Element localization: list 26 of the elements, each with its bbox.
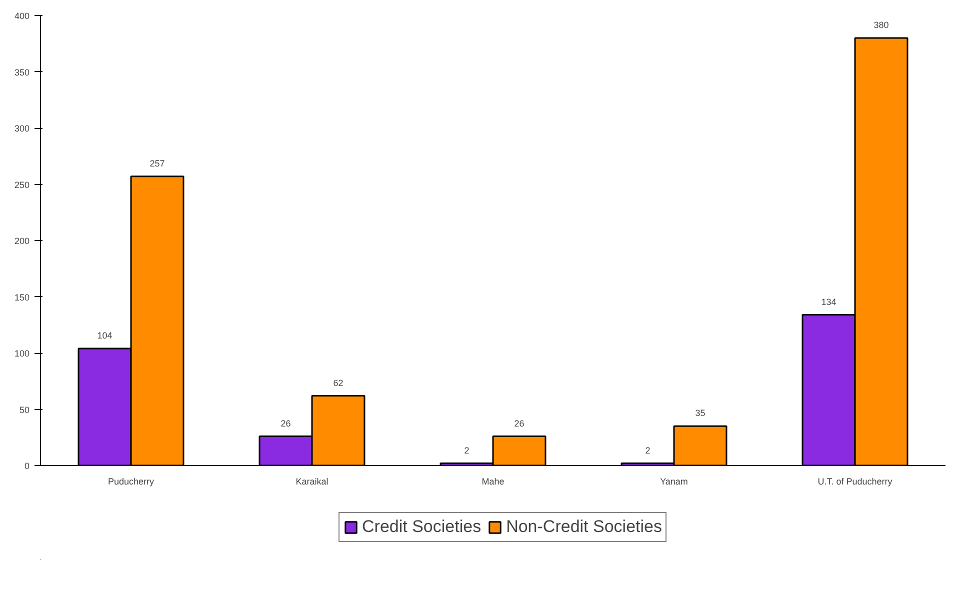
data-label: 35	[695, 408, 706, 418]
data-label: 104	[97, 330, 112, 340]
x-tick-label: Puducherry	[108, 476, 155, 486]
legend-label: Non-Credit Societies	[506, 516, 662, 536]
y-tick-label: 250	[14, 180, 30, 190]
x-tick-label: U.T. of Puducherry	[818, 476, 893, 486]
y-tick-label: 350	[14, 67, 30, 78]
x-tick-label: Yanam	[660, 476, 688, 486]
legend-label: Credit Societies	[362, 516, 482, 536]
y-tick-label: 400	[14, 11, 30, 21]
y-tick-label: 100	[14, 348, 30, 358]
data-label: 2	[464, 445, 470, 456]
y-tick-label: 150	[14, 292, 30, 302]
y-tick-label: 0	[24, 461, 30, 471]
data-label: 62	[333, 378, 344, 388]
y-tick-label: 200	[14, 236, 30, 246]
y-tick-label: 50	[19, 404, 30, 415]
data-label: 26	[280, 418, 291, 428]
data-label: 2	[645, 445, 650, 456]
data-label: 257	[150, 158, 165, 168]
data-label: 134	[821, 296, 836, 307]
x-tick-label: Karaikal	[296, 476, 328, 486]
data-label: 380	[874, 20, 889, 30]
data-label: 26	[514, 418, 524, 428]
x-tick-label: Mahe	[482, 476, 504, 486]
y-tick-label: 300	[14, 124, 30, 134]
